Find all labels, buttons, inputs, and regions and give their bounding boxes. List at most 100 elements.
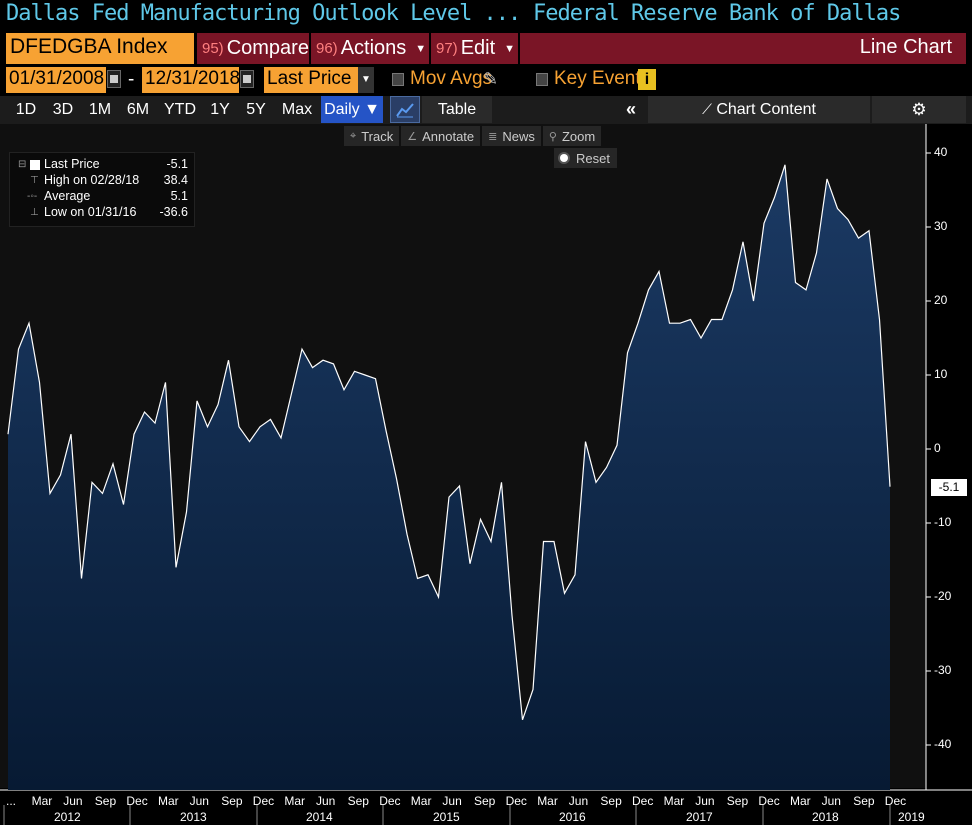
calendar-icon[interactable] bbox=[107, 70, 121, 88]
low-marker-icon: ⊥ bbox=[30, 207, 39, 218]
x-tick-label: Sep bbox=[853, 794, 875, 808]
y-tick-label: 0 bbox=[934, 441, 941, 455]
table-button[interactable]: Table bbox=[422, 96, 492, 123]
year-label: 2013 bbox=[180, 810, 207, 824]
zoom-button[interactable]: ⚲ Zoom bbox=[542, 126, 602, 146]
x-tick-label: Mar bbox=[284, 794, 306, 808]
compare-number: 95) bbox=[202, 40, 224, 57]
chevron-down-icon: ▼ bbox=[504, 42, 516, 55]
calendar-icon[interactable] bbox=[240, 70, 254, 88]
reset-label: Reset bbox=[576, 150, 610, 166]
legend-label: High on 02/28/18 bbox=[44, 173, 140, 187]
edit-label: Edit bbox=[460, 37, 496, 59]
period-1m-button[interactable]: 1M bbox=[88, 101, 112, 118]
chart-content-button[interactable]: ⟋ Chart Content bbox=[648, 96, 870, 123]
actions-button[interactable]: 96) Actions ▼ bbox=[311, 33, 429, 64]
y-tick-label: 20 bbox=[934, 293, 948, 307]
period-1d-button[interactable]: 1D bbox=[15, 101, 37, 118]
compare-button[interactable]: 95) Compare bbox=[197, 33, 309, 64]
start-date-field[interactable]: 01/31/2008 bbox=[6, 67, 106, 93]
news-button[interactable]: ≣ News bbox=[482, 126, 541, 146]
edit-number: 97) bbox=[436, 40, 458, 57]
annotate-button[interactable]: ∠ Annotate bbox=[401, 126, 481, 146]
x-tick-label: Sep bbox=[221, 794, 243, 808]
legend-row-low: ⊥ Low on 01/31/16 -36.6 bbox=[10, 205, 196, 221]
x-tick-label: Mar bbox=[410, 794, 432, 808]
key-events-label[interactable]: Key Events bbox=[554, 68, 651, 89]
x-tick-label: Mar bbox=[537, 794, 558, 808]
x-tick-label: Sep bbox=[347, 794, 369, 808]
year-label: 2012 bbox=[54, 810, 81, 824]
x-tick-label: Jun bbox=[189, 794, 209, 808]
y-tick-label: -20 bbox=[934, 589, 952, 603]
legend-value: -5.1 bbox=[166, 157, 188, 171]
x-tick-label: Dec bbox=[379, 794, 401, 808]
magnifier-icon: ⚲ bbox=[548, 130, 557, 143]
x-tick-label: Sep bbox=[474, 794, 496, 808]
chart-content-label: Chart Content bbox=[716, 101, 816, 118]
x-tick-marks bbox=[3, 805, 891, 825]
date-separator: - bbox=[128, 69, 135, 90]
average-marker-icon: -◦- bbox=[27, 191, 38, 202]
chart-legend: ⊟ Last Price -5.1 ⊤ High on 02/28/18 38.… bbox=[9, 152, 195, 227]
series-line bbox=[7, 164, 891, 720]
period-1y-button[interactable]: 1Y bbox=[210, 101, 230, 118]
chevron-down-icon: ▼ bbox=[415, 42, 427, 55]
x-tick-label: Jun bbox=[63, 794, 83, 808]
radio-icon bbox=[560, 154, 568, 162]
area-fill bbox=[8, 164, 890, 791]
end-date-field[interactable]: 12/31/2018 bbox=[142, 67, 240, 93]
track-button[interactable]: ⌖ Track bbox=[344, 126, 400, 146]
legend-value: -36.6 bbox=[159, 205, 189, 219]
x-tick-label: Dec bbox=[126, 794, 148, 808]
line-chart-icon[interactable] bbox=[390, 96, 420, 123]
date-range-bar: 01/31/2008 - 12/31/2018 Last Price ▼ Mov… bbox=[0, 67, 972, 95]
x-tick-label: Mar bbox=[790, 794, 811, 808]
y-tick-marks bbox=[926, 152, 931, 746]
gear-icon[interactable]: ⚙ bbox=[872, 96, 966, 123]
period-6m-button[interactable]: 6M bbox=[126, 101, 150, 118]
period-max-button[interactable]: Max bbox=[281, 101, 313, 118]
axis-background bbox=[926, 124, 972, 788]
x-tick-label: Jun bbox=[316, 794, 336, 808]
source-title: Federal Reserve Bank of Dallas bbox=[533, 1, 901, 26]
reset-button[interactable]: Reset bbox=[554, 148, 617, 168]
security-title: Dallas Fed Manufacturing Outlook Level .… bbox=[6, 1, 521, 26]
x-tick-label: Jun bbox=[821, 794, 841, 808]
legend-row-average: -◦- Average 5.1 bbox=[10, 189, 196, 205]
high-marker-icon: ⊤ bbox=[30, 175, 39, 186]
key-events-checkbox[interactable] bbox=[536, 73, 548, 86]
mov-avgs-checkbox[interactable] bbox=[392, 73, 404, 86]
legend-value: 38.4 bbox=[163, 173, 188, 187]
chart-type-label: Line Chart bbox=[520, 33, 966, 64]
period-5y-button[interactable]: 5Y bbox=[246, 101, 266, 118]
y-tick-label: 40 bbox=[934, 145, 948, 159]
ticker-field[interactable]: DFEDGBA Index bbox=[6, 33, 194, 64]
frequency-label: Daily bbox=[324, 101, 360, 118]
chevron-down-icon: ▼ bbox=[364, 101, 380, 118]
x-tick-label: Dec bbox=[252, 794, 275, 808]
edit-button[interactable]: 97) Edit ▼ bbox=[431, 33, 518, 64]
collapse-icon[interactable]: ⊟ bbox=[18, 159, 27, 170]
period-bar: 1D 3D 1M 6M YTD 1Y 5Y Max Daily ▼ Table … bbox=[0, 96, 972, 124]
collapse-left-icon[interactable]: « bbox=[616, 96, 646, 123]
period-ytd-button[interactable]: YTD bbox=[164, 101, 196, 118]
year-label: 2017 bbox=[686, 810, 713, 824]
legend-row-last-price[interactable]: ⊟ Last Price -5.1 bbox=[10, 157, 196, 173]
frequency-select[interactable]: Daily ▼ bbox=[321, 96, 383, 123]
title-bar: Dallas Fed Manufacturing Outlook Level .… bbox=[0, 0, 972, 32]
mov-avgs-label[interactable]: Mov Avgs bbox=[410, 68, 493, 89]
x-tick-label: Dec bbox=[632, 794, 654, 808]
pencil-icon[interactable]: ✎ bbox=[483, 69, 499, 89]
annotate-icon: ∠ bbox=[407, 130, 418, 143]
year-label: 2015 bbox=[433, 810, 460, 824]
y-tick-label: -40 bbox=[934, 737, 952, 751]
actions-label: Actions bbox=[340, 37, 407, 59]
period-3d-button[interactable]: 3D bbox=[52, 101, 74, 118]
price-field-select[interactable]: Last Price bbox=[264, 67, 374, 93]
chart-settings-icon: ⟋ bbox=[702, 101, 712, 117]
info-icon[interactable]: i bbox=[638, 69, 656, 90]
chevron-down-icon[interactable]: ▼ bbox=[358, 67, 374, 93]
x-tick-label: Mar bbox=[663, 794, 685, 808]
